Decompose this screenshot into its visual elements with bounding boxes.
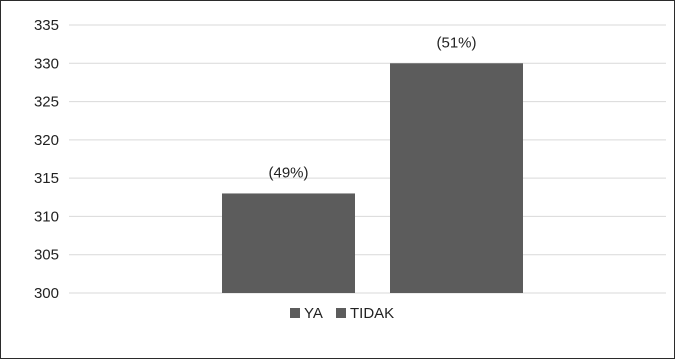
y-axis-tick-labels: 300 305 310 315 320 325 330 335 (34, 17, 59, 302)
y-tick-label: 310 (34, 208, 59, 225)
gridlines (69, 24, 666, 294)
legend-swatch-ya (290, 308, 300, 318)
legend-label-ya: YA (304, 305, 323, 322)
y-tick-label: 320 (34, 132, 59, 149)
data-label-ya: (49%) (268, 164, 308, 181)
bar-ya (222, 193, 355, 293)
legend: YA TIDAK (290, 305, 394, 322)
legend-swatch-tidak (336, 308, 346, 318)
y-tick-label: 315 (34, 170, 59, 187)
data-labels: (49%) (51%) (268, 34, 476, 181)
legend-label-tidak: TIDAK (350, 305, 394, 322)
y-tick-label: 335 (34, 17, 59, 34)
y-tick-label: 300 (34, 285, 59, 302)
y-tick-label: 305 (34, 247, 59, 264)
data-label-tidak: (51%) (436, 34, 476, 51)
y-tick-label: 325 (34, 94, 59, 111)
y-tick-label: 330 (34, 55, 59, 72)
bar-tidak (390, 63, 523, 294)
bars (222, 63, 523, 294)
